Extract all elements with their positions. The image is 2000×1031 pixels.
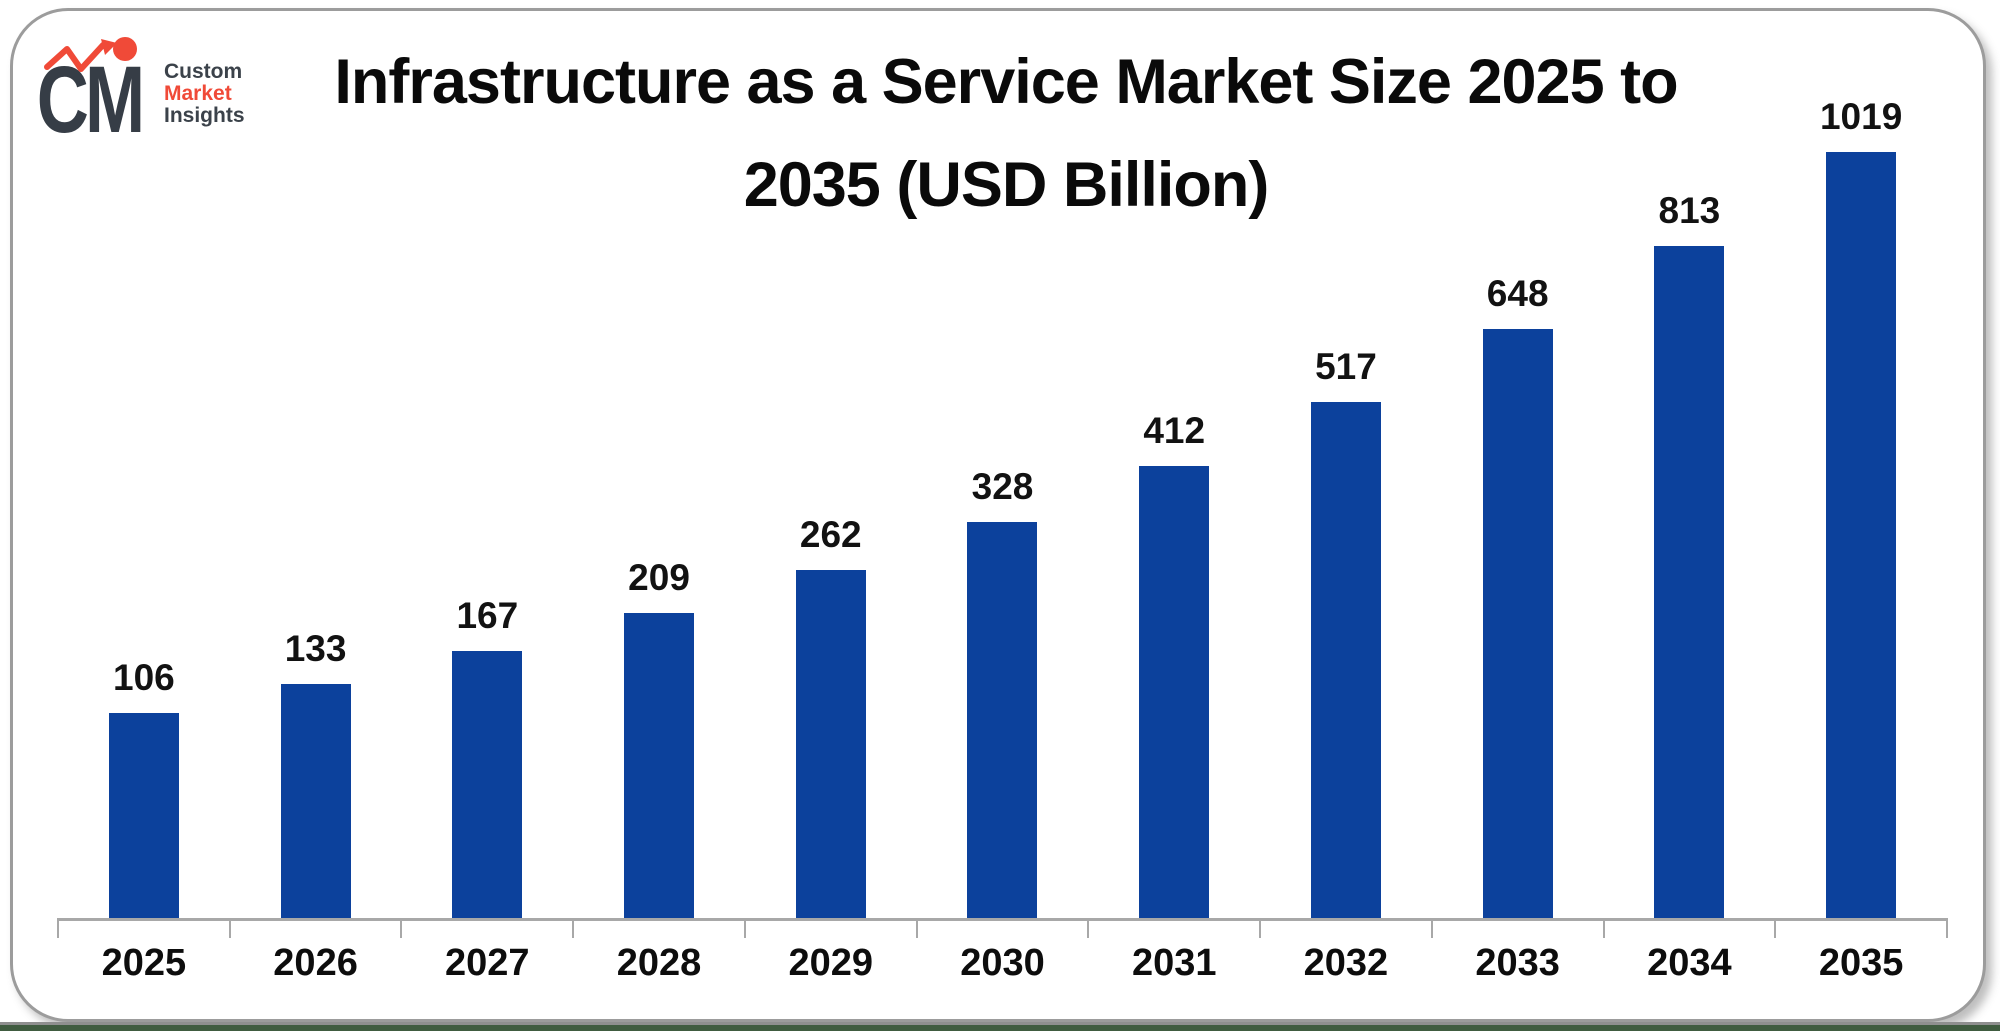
bar-value-label: 517	[1315, 346, 1377, 387]
cmi-logo-mark-icon: CM	[39, 37, 145, 135]
bar-2028	[624, 613, 695, 918]
x-axis-tick	[1087, 918, 1090, 938]
x-axis-label: 2031	[1131, 942, 1217, 984]
x-axis-label: 2027	[445, 942, 530, 984]
x-axis-tick	[1602, 918, 1605, 938]
bar-value-label: 106	[112, 657, 175, 698]
bar-2025	[108, 713, 179, 918]
bar-value-label: 648	[1486, 273, 1549, 314]
x-axis-tick	[1259, 918, 1262, 938]
chart-title-line2: 2035 (USD Billion)	[743, 150, 1270, 220]
bar-column-2031: 412	[1088, 11, 1260, 918]
bar-value-label: 209	[628, 557, 690, 598]
bar-2034	[1654, 246, 1725, 918]
x-axis-tick	[743, 918, 746, 938]
x-axis-label: 2028	[616, 942, 702, 984]
bar-column-2027: 167	[401, 11, 573, 918]
bar-column-2029: 262	[745, 11, 917, 918]
bar-value-label: 412	[1143, 410, 1206, 451]
chart-card: CM Custom Market Insights Infrastructure…	[10, 8, 1986, 1022]
x-axis-label: 2034	[1647, 942, 1732, 984]
x-axis-tick	[1774, 918, 1777, 938]
bottom-gray-line	[0, 1022, 2000, 1025]
bar-2029	[795, 570, 866, 918]
bar-2031	[1139, 466, 1210, 918]
bar-2033	[1482, 329, 1553, 918]
bar-value-label: 813	[1658, 190, 1721, 231]
x-axis-label: 2026	[273, 942, 358, 984]
bar-column-2026: 133	[230, 11, 402, 918]
bar-column-2035: 1019	[1775, 11, 1947, 918]
bar-2026	[280, 684, 351, 918]
logo-text: Custom Market Insights	[164, 61, 245, 135]
bar-2027	[452, 651, 523, 918]
x-axis-tick	[1430, 918, 1433, 938]
chart-title-line1: Infrastructure as a Service Market Size …	[334, 47, 1678, 117]
bar-column-2028: 209	[573, 11, 745, 918]
x-axis-tick	[400, 918, 403, 938]
bottom-green-strip	[0, 1025, 2000, 1031]
x-axis-line	[58, 918, 1947, 921]
plot-area: 106 2025 133 2026 167 2027 209 2028 262 2029 328 20…	[13, 11, 1983, 1019]
logo-line-market: Market	[164, 82, 232, 105]
x-axis-label: 2035	[1818, 942, 1904, 984]
bar-2032	[1310, 402, 1381, 918]
bar-2035	[1826, 152, 1897, 918]
chart-title: Infrastructure as a Service Market Size …	[183, 31, 1829, 237]
x-axis-label: 2029	[788, 942, 874, 984]
bar-column-2032: 517	[1260, 11, 1432, 918]
x-axis-tick	[915, 918, 918, 938]
x-axis-tick	[57, 918, 59, 938]
bar-column-2033: 648	[1432, 11, 1604, 918]
bar-value-label: 167	[456, 595, 519, 636]
bar-value-label: 1019	[1819, 96, 1903, 137]
bar-value-label: 133	[284, 628, 347, 669]
x-axis-label: 2033	[1475, 942, 1560, 984]
bar-column-2025: 106	[58, 11, 230, 918]
x-axis-label: 2025	[101, 942, 187, 984]
logo-line-custom: Custom	[164, 60, 243, 83]
x-axis-tick	[228, 918, 231, 938]
x-axis-label: 2030	[960, 942, 1045, 984]
bar-2030	[967, 522, 1038, 918]
x-axis-tick	[1946, 918, 1948, 938]
x-axis-label: 2032	[1303, 942, 1389, 984]
bar-column-2034: 813	[1604, 11, 1776, 918]
bar-value-label: 328	[971, 466, 1034, 507]
bar-column-2030: 328	[917, 11, 1089, 918]
logo: CM Custom Market Insights	[39, 35, 245, 135]
bar-value-label: 262	[799, 514, 862, 555]
logo-line-insights: Insights	[164, 104, 245, 127]
x-axis-tick	[572, 918, 575, 938]
